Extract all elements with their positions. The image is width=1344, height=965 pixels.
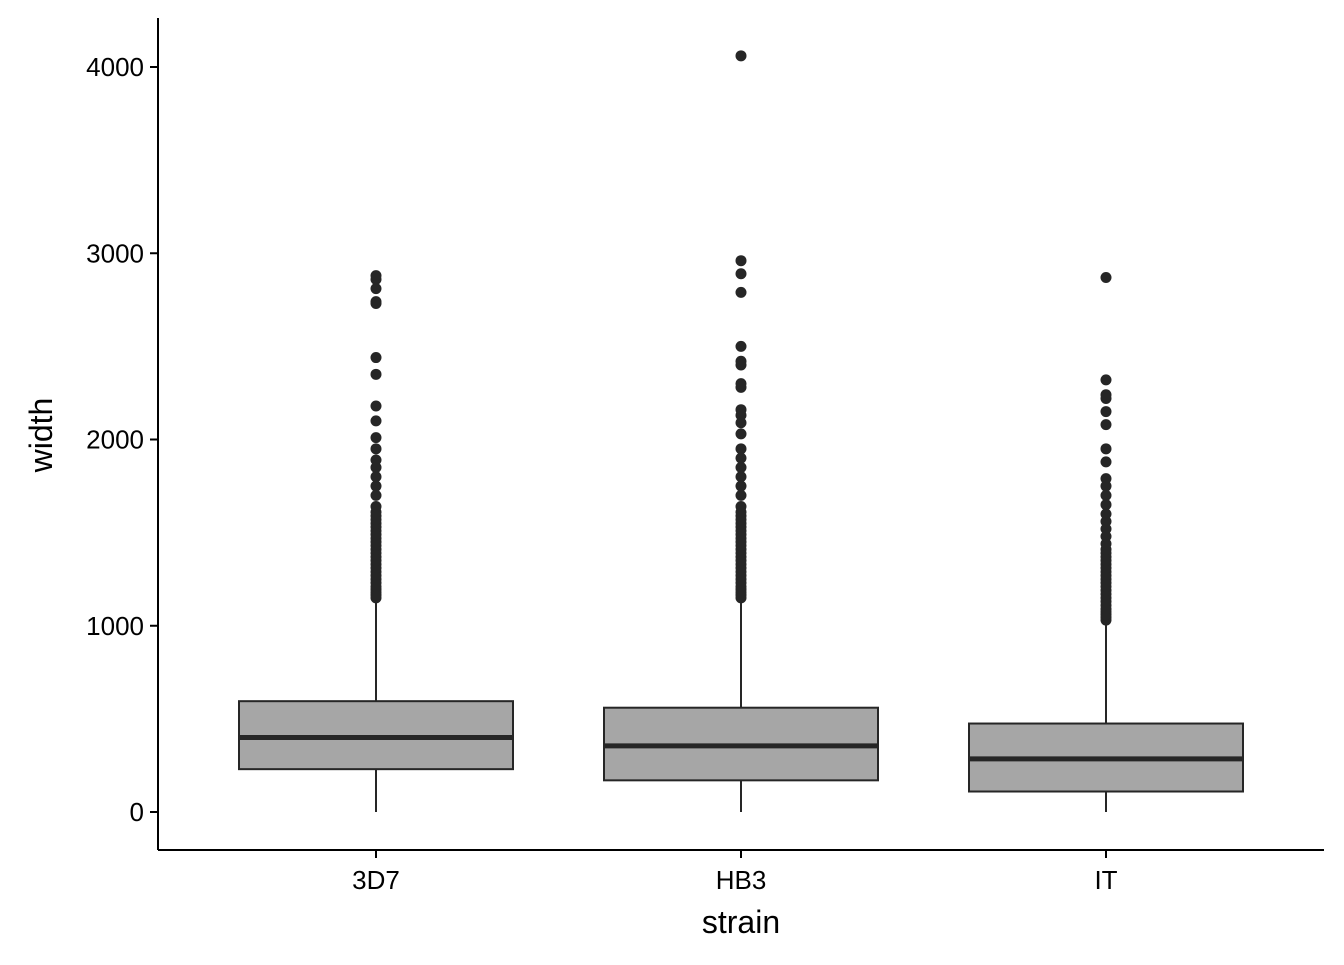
outlier-point bbox=[735, 480, 747, 492]
outlier-point bbox=[735, 428, 747, 440]
outlier-point bbox=[1100, 499, 1112, 511]
boxes-layer bbox=[238, 599, 1244, 812]
outlier-point bbox=[370, 501, 382, 513]
outlier-point bbox=[370, 270, 382, 282]
outlier-point bbox=[370, 432, 382, 444]
box-IT bbox=[968, 622, 1244, 812]
y-axis-title: width bbox=[23, 398, 59, 474]
outlier-point bbox=[735, 378, 747, 390]
outlier-point bbox=[370, 352, 382, 364]
outlier-point bbox=[1100, 374, 1112, 386]
outlier-point bbox=[735, 50, 747, 62]
outlier-point bbox=[735, 489, 747, 501]
outlier-point bbox=[1100, 406, 1112, 418]
outlier-point bbox=[735, 471, 747, 483]
outlier-point bbox=[370, 400, 382, 412]
outlier-point bbox=[1100, 456, 1112, 468]
outlier-point bbox=[735, 404, 747, 416]
outlier-point bbox=[735, 340, 747, 352]
outlier-point bbox=[1100, 389, 1112, 401]
outlier-point bbox=[370, 454, 382, 466]
outlier-point bbox=[735, 461, 747, 473]
outlier-point bbox=[735, 443, 747, 455]
y-tick-label: 0 bbox=[130, 797, 144, 827]
y-tick-label: 4000 bbox=[86, 52, 144, 82]
x-tick-label: HB3 bbox=[716, 865, 767, 895]
outlier-point bbox=[370, 368, 382, 380]
outlier-point bbox=[370, 415, 382, 427]
outlier-point bbox=[735, 286, 747, 298]
outlier-point bbox=[1100, 419, 1112, 431]
x-axis-title: strain bbox=[702, 904, 780, 940]
axes-layer: 0 1000 2000 3000 4000 3D7 HB3 IT bbox=[86, 18, 1324, 895]
outlier-point bbox=[735, 355, 747, 367]
y-tick-label: 3000 bbox=[86, 238, 144, 268]
outlier-point bbox=[735, 268, 747, 280]
outlier-point bbox=[1100, 508, 1112, 520]
y-tick-label: 1000 bbox=[86, 611, 144, 641]
y-tick-label: 2000 bbox=[86, 425, 144, 455]
outlier-point bbox=[370, 489, 382, 501]
outlier-point bbox=[370, 296, 382, 308]
outlier-point bbox=[735, 501, 747, 513]
outlier-point bbox=[1100, 443, 1112, 455]
outlier-point bbox=[1100, 473, 1112, 485]
outlier-point bbox=[735, 452, 747, 464]
outliers-3D7 bbox=[370, 270, 382, 604]
outlier-point bbox=[1100, 271, 1112, 283]
outliers-IT bbox=[1100, 271, 1112, 626]
outliers-HB3 bbox=[735, 50, 747, 604]
outlier-point bbox=[370, 480, 382, 492]
x-tick-label: 3D7 bbox=[352, 865, 400, 895]
outlier-point bbox=[370, 283, 382, 295]
outlier-point bbox=[370, 471, 382, 483]
x-tick-label: IT bbox=[1094, 865, 1117, 895]
outlier-point bbox=[735, 255, 747, 267]
outlier-point bbox=[1100, 489, 1112, 501]
outlier-point bbox=[370, 443, 382, 455]
box-3D7 bbox=[238, 599, 514, 812]
outliers-layer bbox=[370, 50, 1112, 626]
box-HB3 bbox=[603, 600, 879, 812]
